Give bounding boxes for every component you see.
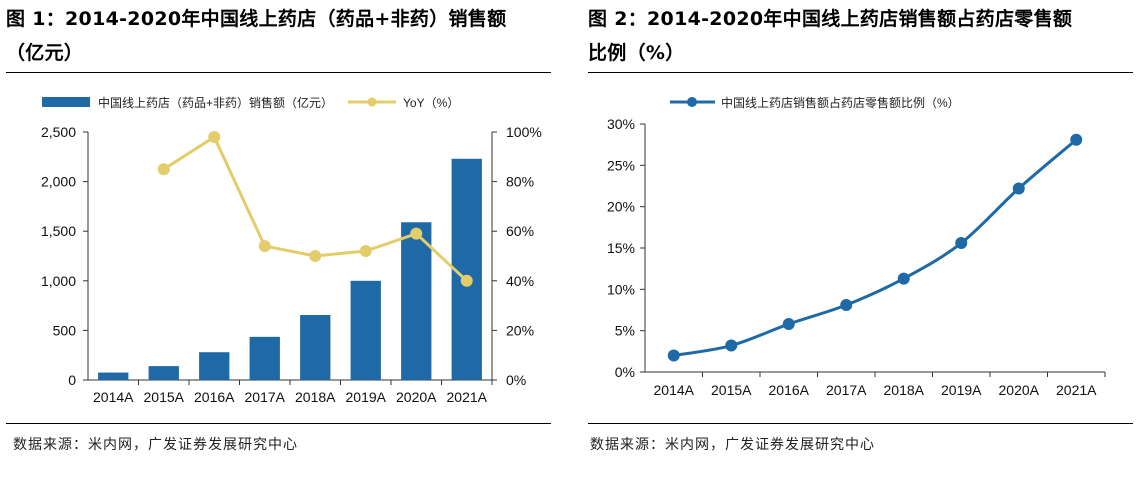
legend-line-label: 中国线上药店销售额占药店零售额比例（%） <box>721 95 960 110</box>
sales-bar <box>300 315 331 380</box>
figure-1-title-line1: 图 1：2014-2020年中国线上药店（药品+非药）销售额 <box>6 8 507 30</box>
share-point <box>782 318 795 331</box>
x-tick-label: 2014A <box>654 382 695 398</box>
figure-1-source: 数据来源：米内网，广发证券发展研究中心 <box>13 437 298 453</box>
figure-2-title: 图 2：2014-2020年中国线上药店销售额占药店零售额 比例（%） <box>588 2 1133 70</box>
y-tick-label: 20% <box>607 199 635 215</box>
x-tick-label: 2016A <box>194 389 235 405</box>
y-tick-label: 5% <box>615 323 635 339</box>
yoy-point <box>460 274 473 287</box>
title-rule <box>6 72 551 73</box>
share-point <box>840 299 853 312</box>
x-tick-label: 2018A <box>884 382 925 398</box>
x-tick-label: 2015A <box>711 382 752 398</box>
right-y-tick-label: 20% <box>506 322 534 338</box>
share-point <box>1070 133 1083 146</box>
right-y-tick-label: 60% <box>506 223 534 239</box>
figure-1-title-line2: （亿元） <box>6 42 84 64</box>
right-y-tick-label: 80% <box>506 174 534 190</box>
x-tick-label: 2021A <box>1056 382 1097 398</box>
x-tick-label: 2021A <box>447 389 488 405</box>
left-y-tick-label: 500 <box>53 322 77 338</box>
x-tick-label: 2019A <box>941 382 982 398</box>
chart-legend: 中国线上药店销售额占药店零售额比例（%） <box>670 95 960 110</box>
x-tick-label: 2017A <box>245 389 286 405</box>
y-tick-label: 30% <box>607 116 635 132</box>
figure-2-source: 数据来源：米内网，广发证券发展研究中心 <box>590 437 875 453</box>
sales-bar <box>148 366 179 380</box>
figure-1-title: 图 1：2014-2020年中国线上药店（药品+非药）销售额 （亿元） <box>6 2 551 70</box>
sales-bar <box>249 336 280 380</box>
yoy-point <box>410 227 423 240</box>
source-rule <box>6 423 551 424</box>
share-line-series <box>667 133 1083 362</box>
figure-1-panel: 图 1：2014-2020年中国线上药店（药品+非药）销售额 （亿元） 中国线上… <box>0 0 558 481</box>
x-tick-label: 2018A <box>295 389 336 405</box>
left-y-tick-label: 1,500 <box>41 223 76 239</box>
legend-bar-label: 中国线上药店（药品+非药）销售额（亿元） <box>98 95 333 110</box>
figure-2-title-line1: 图 2：2014-2020年中国线上药店销售额占药店零售额 <box>588 8 1073 30</box>
share-line <box>673 138 1078 357</box>
share-point <box>725 339 738 352</box>
left-y-tick-label: 1,000 <box>41 273 76 289</box>
chart-axes: 0% 5% 10% 15% 20% 25% 30% 2014A 2015A 2016A 2017A 2… <box>607 116 1106 398</box>
right-y-tick-label: 0% <box>506 372 526 388</box>
x-tick-label: 2019A <box>346 389 387 405</box>
left-y-tick-label: 2,500 <box>41 124 76 140</box>
y-tick-label: 25% <box>607 157 635 173</box>
chart-legend: 中国线上药店（药品+非药）销售额（亿元） YoY（%） <box>42 95 459 110</box>
x-tick-label: 2016A <box>769 382 810 398</box>
yoy-point <box>157 163 170 176</box>
title-rule <box>588 72 1133 73</box>
yoy-line-series <box>157 130 473 287</box>
sales-combo-chart: 中国线上药店（药品+非药）销售额（亿元） YoY（%） 0 500 1,000 1,5… <box>41 95 542 405</box>
source-rule <box>588 423 1133 424</box>
figure-2-title-line2: 比例（%） <box>588 42 685 64</box>
share-point <box>1012 182 1025 195</box>
x-tick-label: 2020A <box>396 389 437 405</box>
y-tick-label: 10% <box>607 281 635 297</box>
sales-bar <box>350 280 381 380</box>
bar-series <box>98 158 482 380</box>
sales-bar <box>98 372 129 380</box>
yoy-point <box>309 250 322 262</box>
share-point <box>667 349 680 362</box>
sales-bar <box>199 352 230 380</box>
yoy-point <box>208 130 221 143</box>
right-y-tick-label: 100% <box>506 124 542 140</box>
legend-line-marker <box>687 97 697 107</box>
y-tick-label: 15% <box>607 240 635 256</box>
yoy-point <box>359 245 372 258</box>
x-tick-label: 2017A <box>826 382 867 398</box>
right-y-tick-label: 40% <box>506 273 534 289</box>
x-tick-label: 2015A <box>144 389 185 405</box>
sales-bar <box>401 222 432 380</box>
share-point <box>955 237 968 250</box>
x-tick-label: 2020A <box>999 382 1040 398</box>
figure-2-panel: 图 2：2014-2020年中国线上药店销售额占药店零售额 比例（%） 中国线上… <box>585 0 1141 481</box>
left-y-tick-label: 0 <box>68 372 76 388</box>
legend-bar-swatch <box>42 97 90 107</box>
legend-line-label: YoY（%） <box>403 96 459 110</box>
yoy-point <box>258 240 271 253</box>
share-point <box>897 272 910 285</box>
legend-line-marker <box>367 97 377 107</box>
share-line-chart: 中国线上药店销售额占药店零售额比例（%） 0% 5% 10% 15% 20% 25% 30%… <box>607 95 1106 398</box>
x-tick-label: 2014A <box>93 389 134 405</box>
chart-axes: 0 500 1,000 1,500 2,000 2,500 0% 20% 40% 60% 80% 10… <box>41 124 542 405</box>
left-y-tick-label: 2,000 <box>41 174 76 190</box>
y-tick-label: 0% <box>615 364 635 380</box>
